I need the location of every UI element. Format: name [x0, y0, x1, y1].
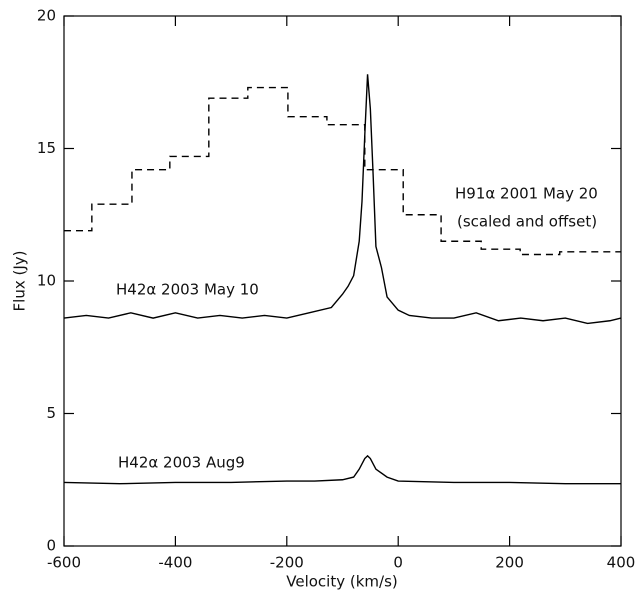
- y-tick-label: 20: [37, 7, 56, 25]
- x-tick-label: -200: [270, 554, 304, 572]
- x-axis-label: Velocity (km/s): [286, 573, 397, 591]
- y-axis-label: Flux (Jy): [11, 251, 29, 312]
- series-line: [64, 86, 621, 256]
- y-tick-label: 5: [46, 404, 56, 422]
- y-tick-label: 0: [46, 537, 56, 555]
- x-tick-label: -400: [158, 554, 192, 572]
- annotation: (scaled and offset): [457, 213, 597, 231]
- series-label: H91α 2001 May 20: [455, 185, 598, 203]
- series-label: H42α 2003 Aug9: [118, 454, 245, 472]
- y-tick-label: 10: [37, 272, 56, 290]
- series-label: H42α 2003 May 10: [116, 281, 259, 299]
- y-tick-label: 15: [37, 139, 56, 157]
- series-line: [63, 454, 621, 485]
- x-tick-label: 400: [607, 554, 636, 572]
- x-tick-label: 0: [393, 554, 403, 572]
- x-tick-label: -600: [47, 554, 81, 572]
- x-tick-label: 200: [495, 554, 524, 572]
- series-line: [63, 74, 622, 325]
